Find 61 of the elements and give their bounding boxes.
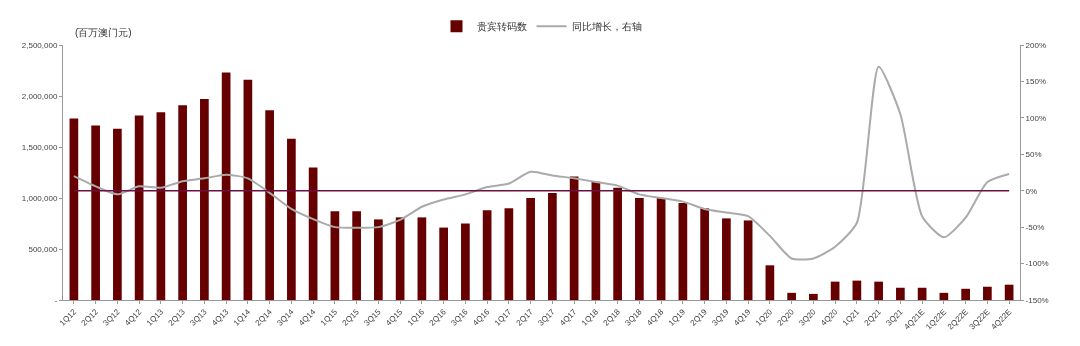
y2-tick-label: 200% (1025, 40, 1047, 50)
bar (1004, 284, 1014, 300)
bar (330, 211, 340, 300)
bar (852, 280, 862, 300)
y-tick-label: 2,000,000 (21, 91, 58, 101)
y-tick-label: - (54, 295, 58, 305)
bar (134, 115, 144, 300)
bar (961, 288, 970, 300)
bar (526, 198, 535, 300)
bar (482, 210, 492, 300)
bar (656, 198, 666, 300)
line-series (72, 65, 1011, 261)
legend-label: 贵宾转码数 (476, 21, 527, 33)
bar (504, 208, 514, 300)
bar (178, 105, 187, 300)
bar (439, 227, 448, 300)
y-tick-label: 2,500,000 (21, 40, 58, 50)
bar (613, 187, 622, 300)
y-tick-label: 500,000 (28, 244, 58, 254)
y-tick-label: 1,500,000 (21, 142, 58, 152)
bar (809, 293, 818, 300)
bar (156, 112, 166, 300)
bar (287, 138, 296, 300)
bar (765, 265, 775, 300)
bar (395, 217, 405, 300)
y2-tick-label: -150% (1025, 295, 1049, 305)
bar (874, 281, 883, 300)
y2-tick-label: 50% (1025, 150, 1042, 160)
bar (243, 79, 253, 300)
bar (830, 281, 840, 300)
bar (417, 217, 427, 300)
bar (917, 287, 927, 300)
bar (983, 286, 992, 300)
bar (787, 292, 796, 300)
y2-tick-label: -50% (1025, 222, 1045, 232)
bar (678, 203, 688, 300)
bar (221, 72, 231, 300)
bar (308, 167, 318, 300)
bar (352, 211, 361, 300)
bar (461, 223, 470, 300)
y-axis-title: (百万澳门元) (75, 27, 132, 38)
y2-tick-label: 0% (1025, 186, 1038, 196)
bar (635, 198, 644, 300)
bar (265, 110, 274, 300)
bar (591, 181, 601, 300)
bar (700, 208, 709, 300)
y2-tick-label: 150% (1025, 77, 1047, 87)
bar (91, 125, 100, 300)
bar (722, 218, 731, 300)
bar (939, 292, 949, 300)
bar (374, 219, 383, 300)
bar (548, 192, 557, 300)
bar (896, 287, 905, 300)
bar (69, 118, 79, 300)
bar (743, 220, 753, 300)
y2-tick-label: 100% (1025, 113, 1047, 123)
legend-label: 同比增长，右轴 (571, 21, 642, 33)
bar (200, 99, 209, 300)
y-tick-label: 1,000,000 (21, 193, 58, 203)
y2-tick-label: -100% (1025, 259, 1049, 269)
bar (113, 128, 122, 300)
